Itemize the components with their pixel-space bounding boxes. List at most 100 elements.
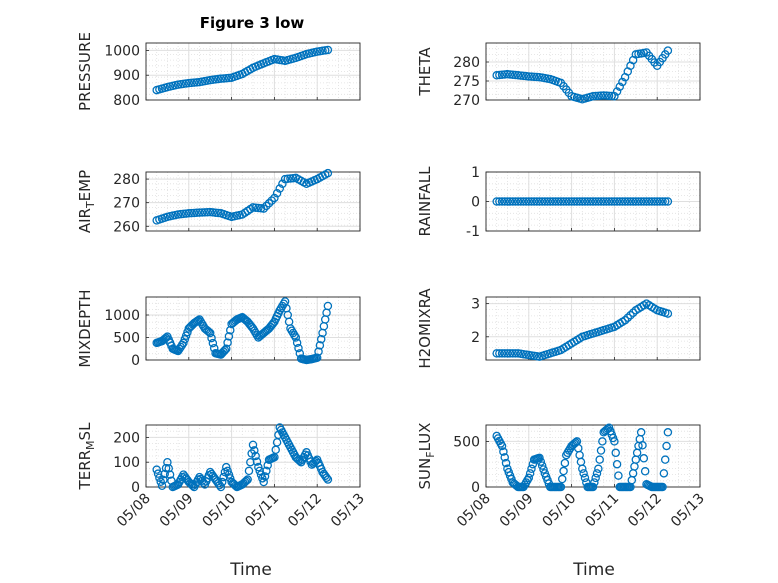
subplot-theta: 270 275 280 THETA (416, 42, 701, 109)
data-point (221, 73, 231, 83)
data-point (640, 467, 650, 476)
data-point (500, 197, 509, 206)
data-point (586, 197, 595, 206)
data-point (251, 203, 260, 212)
data-point (226, 325, 235, 335)
data-point (660, 197, 670, 206)
data-point (256, 204, 266, 213)
y-axis-label: AIRTEMP (76, 170, 97, 233)
data-point (591, 473, 600, 483)
data-point (272, 188, 282, 198)
data-point (604, 197, 614, 206)
data-point (588, 482, 598, 492)
y-axis-label: H2OMIXRA (416, 288, 434, 369)
x-tick-label: 05/10 (540, 491, 580, 531)
data-point (521, 197, 531, 206)
x-tick-label: 05/12 (285, 491, 325, 531)
subplot-sun_flux: 0 500 SUNFLUX 05/08 05/09 05/10 05/11 05/12 05/1… (416, 423, 708, 531)
data-point (642, 197, 651, 206)
data-point (658, 482, 667, 492)
data-point (519, 197, 528, 206)
data-point (650, 197, 659, 206)
y-tick-label: 2 (471, 330, 480, 346)
data-point (508, 349, 517, 358)
data-point (639, 197, 649, 206)
data-point (240, 477, 250, 487)
data-point (181, 209, 191, 218)
data-point (626, 197, 635, 206)
data-point (551, 197, 560, 206)
data-point (254, 462, 263, 472)
x-tick-label: 05/08 (114, 491, 154, 531)
data-point (250, 446, 259, 455)
data-point (286, 174, 295, 183)
subplot-h2omixra: 2 3 H2OMIXRA (416, 288, 701, 369)
data-point (578, 197, 587, 206)
data-point (208, 208, 218, 217)
data-point (270, 193, 279, 203)
data-point (203, 326, 212, 335)
data-point (508, 70, 517, 79)
data-point (503, 349, 512, 358)
data-point (283, 174, 293, 184)
data-point (612, 197, 622, 206)
data-point (543, 197, 552, 206)
data-point (545, 197, 555, 206)
data-point (224, 332, 234, 341)
data-point (160, 469, 169, 479)
data-point (611, 448, 620, 458)
data-point (524, 473, 534, 483)
data-point (521, 71, 531, 81)
data-point (610, 437, 619, 446)
data-point (614, 471, 623, 480)
data-point (157, 481, 167, 491)
data-point (278, 179, 287, 189)
data-point (628, 308, 638, 317)
data-point (623, 197, 633, 206)
data-point (500, 349, 509, 358)
data-point (503, 69, 512, 79)
y-tick-label: 260 (113, 219, 140, 235)
data-point (595, 455, 604, 464)
data-point (254, 203, 263, 213)
data-point (316, 334, 326, 344)
data-point (187, 480, 196, 489)
y-tick-label: 280 (453, 55, 480, 71)
data-point (203, 207, 212, 217)
data-point (660, 455, 670, 464)
data-point (599, 197, 608, 206)
data-point (267, 196, 276, 205)
axes-box (145, 42, 361, 101)
data-point (312, 353, 322, 362)
data-point (663, 309, 673, 318)
data-point (610, 197, 619, 206)
subplot-terr_msl: 0 100 200 TERRMSL 05/08 05/09 05/10 05/11 05/12 0… (76, 422, 368, 530)
y-tick-label: 1000 (104, 308, 140, 324)
data-point (567, 197, 576, 206)
data-point (602, 197, 611, 206)
data-point (268, 319, 278, 328)
data-point (612, 459, 622, 469)
data-point (594, 91, 603, 101)
x-tick-label: 05/11 (242, 491, 282, 531)
data-point (513, 71, 523, 80)
data-point (592, 469, 602, 478)
data-point (603, 424, 612, 434)
data-point (294, 455, 303, 464)
data-point (251, 451, 260, 461)
x-tick-label: 05/13 (328, 491, 368, 531)
data-point (644, 197, 654, 206)
data-point (262, 466, 271, 476)
x-axis-label-left: Time (229, 560, 272, 580)
data-point (588, 91, 598, 101)
axes-box (145, 171, 361, 232)
data-point (594, 197, 603, 206)
data-point (220, 345, 230, 355)
data-point (163, 457, 172, 467)
data-point (516, 71, 526, 80)
data-point (594, 464, 603, 474)
data-point (223, 338, 232, 347)
y-tick-label: 0 (131, 480, 140, 496)
axes-box (145, 424, 361, 488)
y-tick-label: 800 (113, 93, 140, 109)
